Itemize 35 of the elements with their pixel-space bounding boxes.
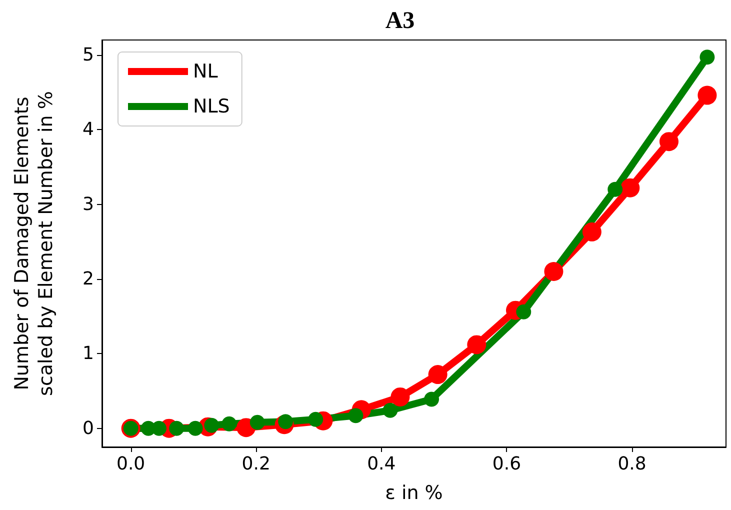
point	[152, 420, 167, 436]
x-tick-label: 0.0	[116, 454, 146, 474]
point	[308, 412, 324, 427]
point	[382, 402, 398, 418]
point	[544, 262, 564, 281]
y-axis-title: Number of Damaged Elements scaled by Element Number in %	[11, 91, 57, 396]
point	[620, 178, 640, 198]
point	[700, 50, 715, 65]
point	[188, 420, 203, 436]
y-tick-label: 5	[82, 44, 94, 66]
point	[250, 414, 265, 430]
x-tick-label: 0.6	[492, 454, 522, 474]
point	[698, 86, 717, 105]
y-tick-label: 3	[82, 194, 94, 215]
point	[169, 420, 184, 436]
y-tick-label: 0	[82, 418, 94, 439]
y-tick-label: 4	[82, 119, 94, 140]
point	[222, 416, 237, 432]
point	[424, 392, 440, 407]
point	[390, 387, 410, 406]
x-tick-label: 0.8	[618, 454, 646, 474]
point	[516, 304, 532, 320]
legend-label: NL	[193, 60, 218, 82]
chart-title: A3	[385, 8, 415, 34]
x-axis-title: ε in %	[385, 482, 443, 504]
point	[582, 222, 602, 242]
point	[428, 365, 448, 384]
point	[660, 132, 678, 152]
legend-label: NLS	[193, 96, 230, 118]
point	[608, 182, 623, 197]
x-tick-label: 0.2	[242, 454, 270, 474]
x-tick-label: 0.4	[367, 454, 396, 474]
y-tick-label: 1	[82, 343, 94, 364]
point	[467, 335, 486, 354]
y-tick-label: 2	[82, 268, 94, 290]
